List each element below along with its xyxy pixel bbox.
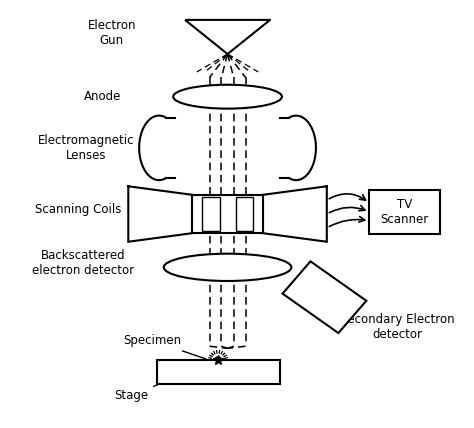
Polygon shape (283, 262, 366, 333)
Text: TV
Scanner: TV Scanner (381, 198, 429, 226)
Text: Electron
Gun: Electron Gun (88, 19, 136, 47)
Bar (236, 197, 253, 231)
Text: Electromagnetic
Lenses: Electromagnetic Lenses (37, 134, 134, 162)
Text: Backscattered
electron detector: Backscattered electron detector (32, 249, 135, 277)
Ellipse shape (173, 85, 282, 109)
Text: Specimen: Specimen (124, 334, 206, 359)
Text: Stage: Stage (114, 373, 187, 402)
Bar (369, 190, 440, 234)
Text: Scanning Coils: Scanning Coils (36, 203, 122, 216)
Polygon shape (263, 186, 327, 242)
Polygon shape (128, 186, 192, 242)
Text: Anode: Anode (83, 90, 121, 103)
Polygon shape (185, 20, 270, 54)
Bar (192, 195, 263, 233)
Bar (156, 360, 280, 384)
Text: Secondary Electron
detector: Secondary Electron detector (340, 313, 455, 341)
Ellipse shape (164, 254, 292, 281)
Bar (202, 197, 219, 231)
